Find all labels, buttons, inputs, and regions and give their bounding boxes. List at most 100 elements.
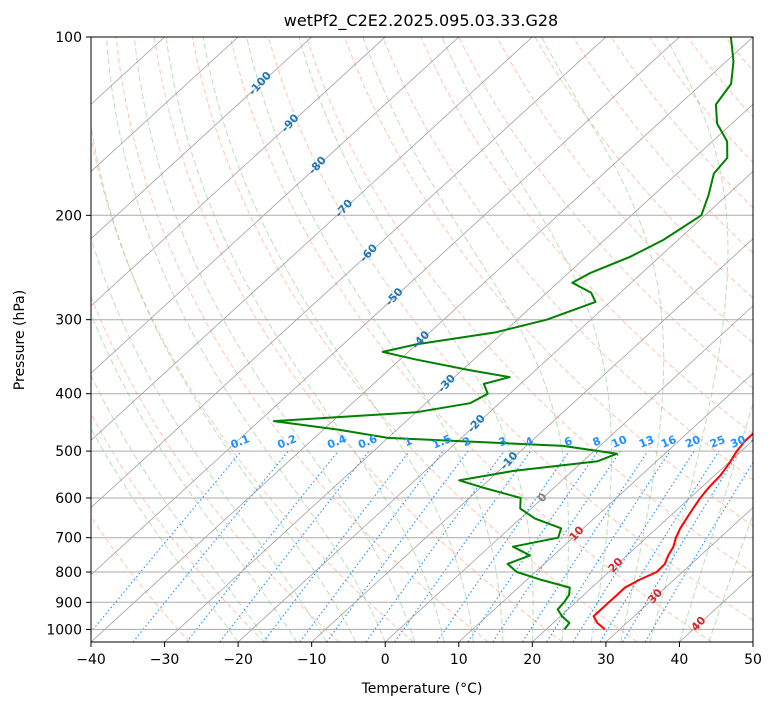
mixing-ratio-line	[91, 450, 242, 633]
mixing-ratio-line	[436, 450, 570, 642]
mixing-ratio-label: 3	[497, 434, 509, 449]
x-tick-label: −30	[150, 652, 180, 668]
mixing-ratio-line	[622, 450, 740, 642]
dry-adiabat-line	[420, 37, 753, 435]
y-tick-label: 400	[55, 387, 82, 403]
x-tick-label: 30	[597, 652, 615, 668]
dry-adiabat-line	[496, 37, 753, 344]
moist-adiabat-line	[441, 37, 612, 642]
mixing-ratio-line	[599, 450, 720, 642]
mixing-ratio-label: 36	[749, 433, 768, 451]
mixing-ratio-label: 20	[683, 433, 702, 451]
dry-adiabat-line	[153, 37, 563, 642]
y-tick-label: 500	[55, 444, 82, 460]
isotherms	[91, 37, 753, 642]
y-axis-ticks: 100 200 300 400 500 600 700 800 900 1000	[46, 30, 91, 638]
dry-adiabat-line	[91, 412, 265, 642]
pressure-gridlines	[91, 37, 753, 630]
isotherm-line	[532, 439, 753, 642]
moist-adiabat-line	[649, 37, 729, 642]
isotherm-line	[91, 37, 607, 509]
isotherm-line	[91, 37, 239, 172]
mixing-ratio-line	[467, 450, 599, 642]
isotherm-line	[91, 37, 386, 307]
y-tick-label: 700	[55, 531, 82, 547]
y-axis-label: Pressure (hPa)	[12, 290, 28, 390]
mixing-ratio-line	[522, 450, 649, 642]
mixing-ratio-line	[572, 450, 695, 642]
x-tick-label: 50	[744, 652, 762, 668]
dry-adiabat-line	[267, 37, 753, 622]
isotherm-line	[91, 37, 460, 374]
moist-adiabat-line	[91, 236, 327, 642]
isotherm-line	[458, 372, 753, 642]
moist-adiabat-line	[246, 37, 504, 642]
plot-frame	[90, 36, 754, 643]
x-tick-label: 40	[671, 652, 689, 668]
dry-adiabat-line	[344, 37, 753, 527]
mixing-ratio-label: 8	[591, 434, 603, 449]
moist-adiabat-line	[91, 312, 298, 642]
mixing-ratio-line	[132, 450, 289, 642]
mixing-ratio-label: 13	[637, 433, 656, 451]
isotherm-line	[91, 37, 312, 240]
mixing-ratio-label: 10	[610, 433, 629, 451]
dry-adiabat-line	[534, 37, 753, 299]
y-tick-label: 600	[55, 491, 82, 507]
mixing-ratio-label: 25	[708, 433, 727, 451]
x-tick-label: −20	[223, 652, 253, 668]
y-tick-label: 1000	[46, 622, 82, 638]
moist-adiabat-line	[202, 37, 474, 642]
profiles	[272, 37, 753, 631]
moist-adiabat-line	[541, 37, 665, 642]
mixing-ratio-label: 1	[402, 434, 414, 449]
mixing-ratio-lines	[91, 450, 753, 642]
x-tick-label: 0	[381, 652, 390, 668]
x-tick-label: −40	[76, 652, 106, 668]
moist-adiabat-line	[678, 401, 753, 642]
moist-adiabat-line	[165, 37, 445, 642]
y-tick-label: 200	[55, 208, 82, 224]
plot-area: -100-90-80-70-60-50-40-30-20-10010203040…	[91, 37, 768, 642]
isotherm-line	[237, 170, 753, 642]
mixing-ratio-line	[326, 450, 469, 642]
y-tick-label: 300	[55, 313, 82, 329]
x-axis-label: Temperature (°C)	[361, 681, 483, 697]
dry-adiabat-line	[382, 37, 753, 481]
dry-adiabat-line	[229, 37, 713, 642]
mixing-ratio-line	[492, 450, 622, 642]
y-tick-label: 800	[55, 565, 82, 581]
moist-adiabat-line	[91, 374, 268, 642]
moist-adiabats	[91, 37, 753, 642]
isotherm-line	[384, 305, 753, 642]
y-tick-label: 100	[55, 30, 82, 46]
x-tick-label: 10	[450, 652, 468, 668]
moist-adiabat-line	[91, 427, 239, 642]
mixing-ratio-line	[365, 450, 505, 642]
isotherm-line	[311, 238, 753, 642]
mixing-ratio-line	[263, 450, 410, 642]
chart-title: wetPf2_C2E2.2025.095.03.33.G28	[284, 11, 558, 31]
isotherm-line	[164, 103, 753, 642]
moist-adiabat-line	[106, 37, 386, 642]
mixing-ratio-line	[299, 450, 444, 642]
isotherm-line	[91, 37, 753, 642]
x-tick-label: 20	[523, 652, 541, 668]
mixing-ratio-line	[546, 450, 671, 642]
moist-adiabat-line	[298, 37, 534, 642]
temperature-profile	[592, 432, 753, 631]
isotherm-line	[605, 507, 753, 642]
dewpoint-profile	[272, 37, 735, 631]
isotherm-line	[91, 37, 680, 576]
y-tick-label: 900	[55, 595, 82, 611]
mixing-ratio-label: 30	[729, 433, 748, 451]
moist-adiabat-line	[91, 123, 357, 642]
moist-adiabat-line	[362, 37, 570, 642]
isotherm-line	[91, 37, 533, 441]
mixing-ratio-label: 16	[659, 433, 678, 451]
dry-adiabat-line	[191, 37, 638, 642]
x-axis-ticks: −40 −30 −20 −10 0 10 20 30 40 50	[76, 642, 762, 668]
dry-adiabat-line	[305, 37, 753, 574]
mixing-ratio-line	[186, 450, 339, 642]
